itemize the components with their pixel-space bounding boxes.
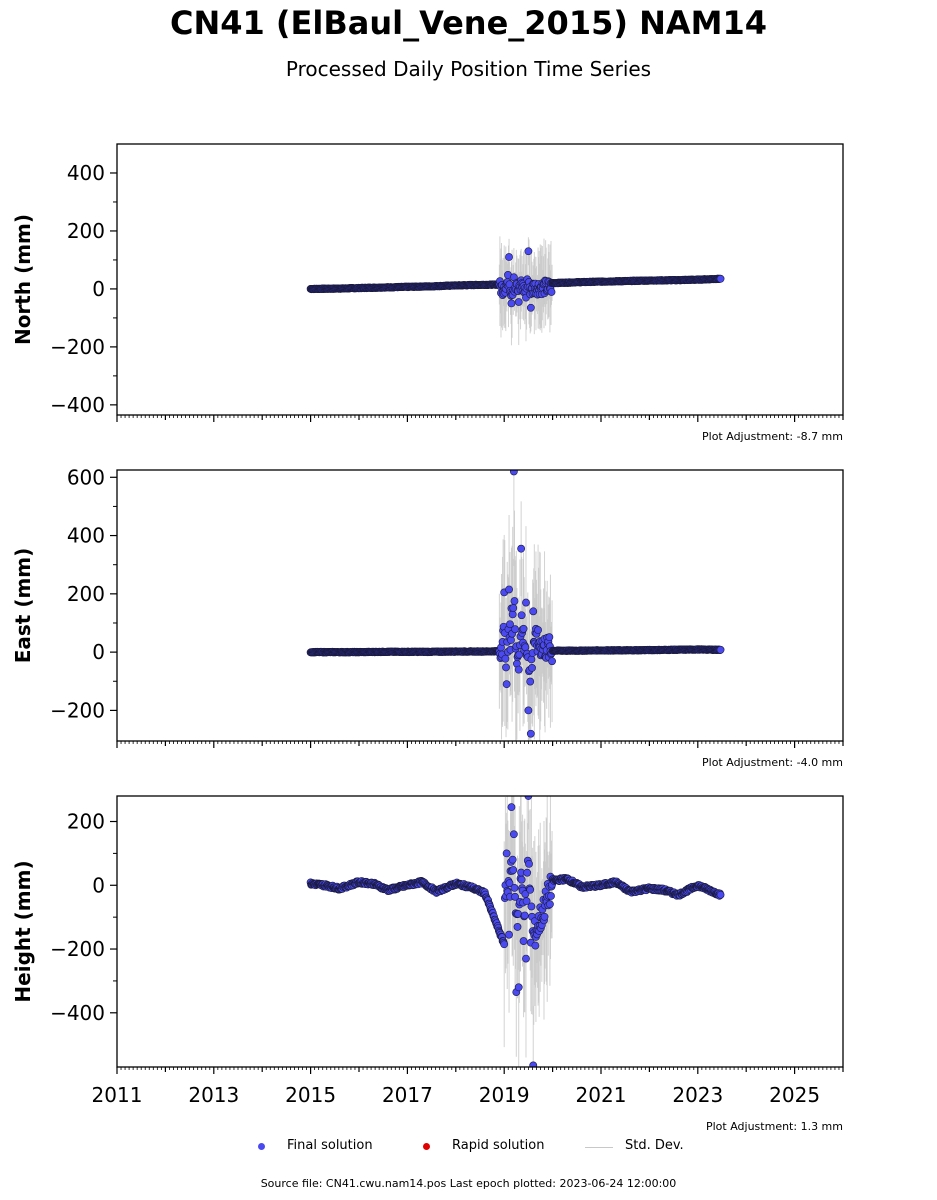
data-point: [522, 954, 530, 963]
y-tick-label: 400: [67, 161, 105, 185]
data-point: [501, 654, 510, 663]
data-point: [511, 625, 519, 634]
data-point: [519, 624, 528, 633]
plot-adjustment-note: Plot Adjustment: -8.7 mm: [702, 430, 843, 443]
data-point: [507, 299, 516, 308]
data-point: [505, 253, 513, 261]
y-tick-label: −200: [50, 698, 105, 722]
data-point: [525, 859, 533, 868]
data-point: [517, 875, 526, 884]
data-point: [502, 680, 511, 689]
data-point: [522, 598, 530, 607]
data-point: [524, 706, 533, 715]
data-point: [527, 902, 536, 911]
y-tick-label: 0: [92, 640, 105, 664]
plot-frame: [116, 143, 844, 416]
chart-title: CN41 (ElBaul_Vene_2015) NAM14: [169, 4, 768, 42]
data-point: [522, 897, 531, 906]
y-tick-label: 0: [92, 277, 105, 301]
data-point: [505, 930, 513, 939]
data-point: [526, 677, 535, 686]
data-point: [540, 912, 549, 921]
y-tick-label: 200: [67, 219, 105, 243]
data-point: [519, 937, 528, 945]
data-point: [716, 274, 725, 283]
y-axis-label: North (mm): [11, 214, 35, 345]
data-point: [514, 298, 523, 306]
data-point: [529, 607, 538, 616]
data-point: [506, 620, 514, 629]
data-point: [716, 890, 725, 899]
data-point: [517, 544, 526, 553]
y-tick-label: 0: [92, 873, 105, 897]
data-point: [523, 868, 532, 877]
y-tick-label: −200: [50, 937, 105, 961]
plot-area-1: [306, 470, 725, 741]
data-point: [509, 604, 518, 612]
y-tick-label: 200: [67, 810, 105, 834]
data-point: [534, 626, 542, 634]
y-tick-label: 200: [67, 582, 105, 606]
y-tick-label: 600: [67, 465, 105, 489]
data-point: [548, 657, 556, 666]
data-point: [520, 911, 529, 920]
data-point: [521, 643, 530, 652]
data-point: [509, 830, 518, 839]
data-point: [508, 855, 517, 864]
plot-adjustment-note: Plot Adjustment: -4.0 mm: [702, 756, 843, 769]
data-point: [514, 983, 523, 992]
data-point: [510, 883, 519, 892]
data-point: [517, 611, 526, 620]
y-tick-label: −200: [50, 335, 105, 359]
data-point: [545, 633, 554, 642]
plot-frame: [116, 795, 844, 1068]
plot-area-2: [306, 796, 725, 1067]
plot-frame: [116, 469, 844, 742]
data-point: [547, 892, 555, 900]
data-point: [510, 597, 519, 605]
data-point: [524, 247, 533, 256]
data-point: [502, 663, 510, 672]
data-point: [547, 288, 556, 296]
data-point: [513, 923, 522, 931]
y-tick-label: −400: [50, 1001, 105, 1025]
data-point: [526, 729, 535, 738]
data-point: [716, 645, 725, 654]
data-point: [514, 665, 523, 674]
plot-area-0: [306, 236, 725, 346]
data-point: [500, 940, 509, 949]
data-point: [531, 941, 540, 950]
data-point: [526, 885, 535, 894]
data-point: [509, 470, 518, 476]
data-point: [527, 655, 536, 664]
data-point: [507, 636, 515, 644]
chart-subtitle: Processed Daily Position Time Series: [285, 57, 652, 81]
data-point: [505, 585, 513, 594]
data-point: [509, 866, 518, 874]
y-axis-label: East (mm): [11, 548, 35, 664]
data-point: [529, 1061, 538, 1067]
data-point: [528, 663, 536, 672]
data-point: [546, 900, 554, 909]
data-point: [507, 803, 516, 812]
data-point: [511, 892, 519, 901]
y-tick-label: −400: [50, 393, 105, 417]
data-point: [526, 303, 535, 312]
y-tick-label: 400: [67, 524, 105, 548]
data-point: [502, 849, 511, 858]
data-point: [505, 879, 514, 888]
